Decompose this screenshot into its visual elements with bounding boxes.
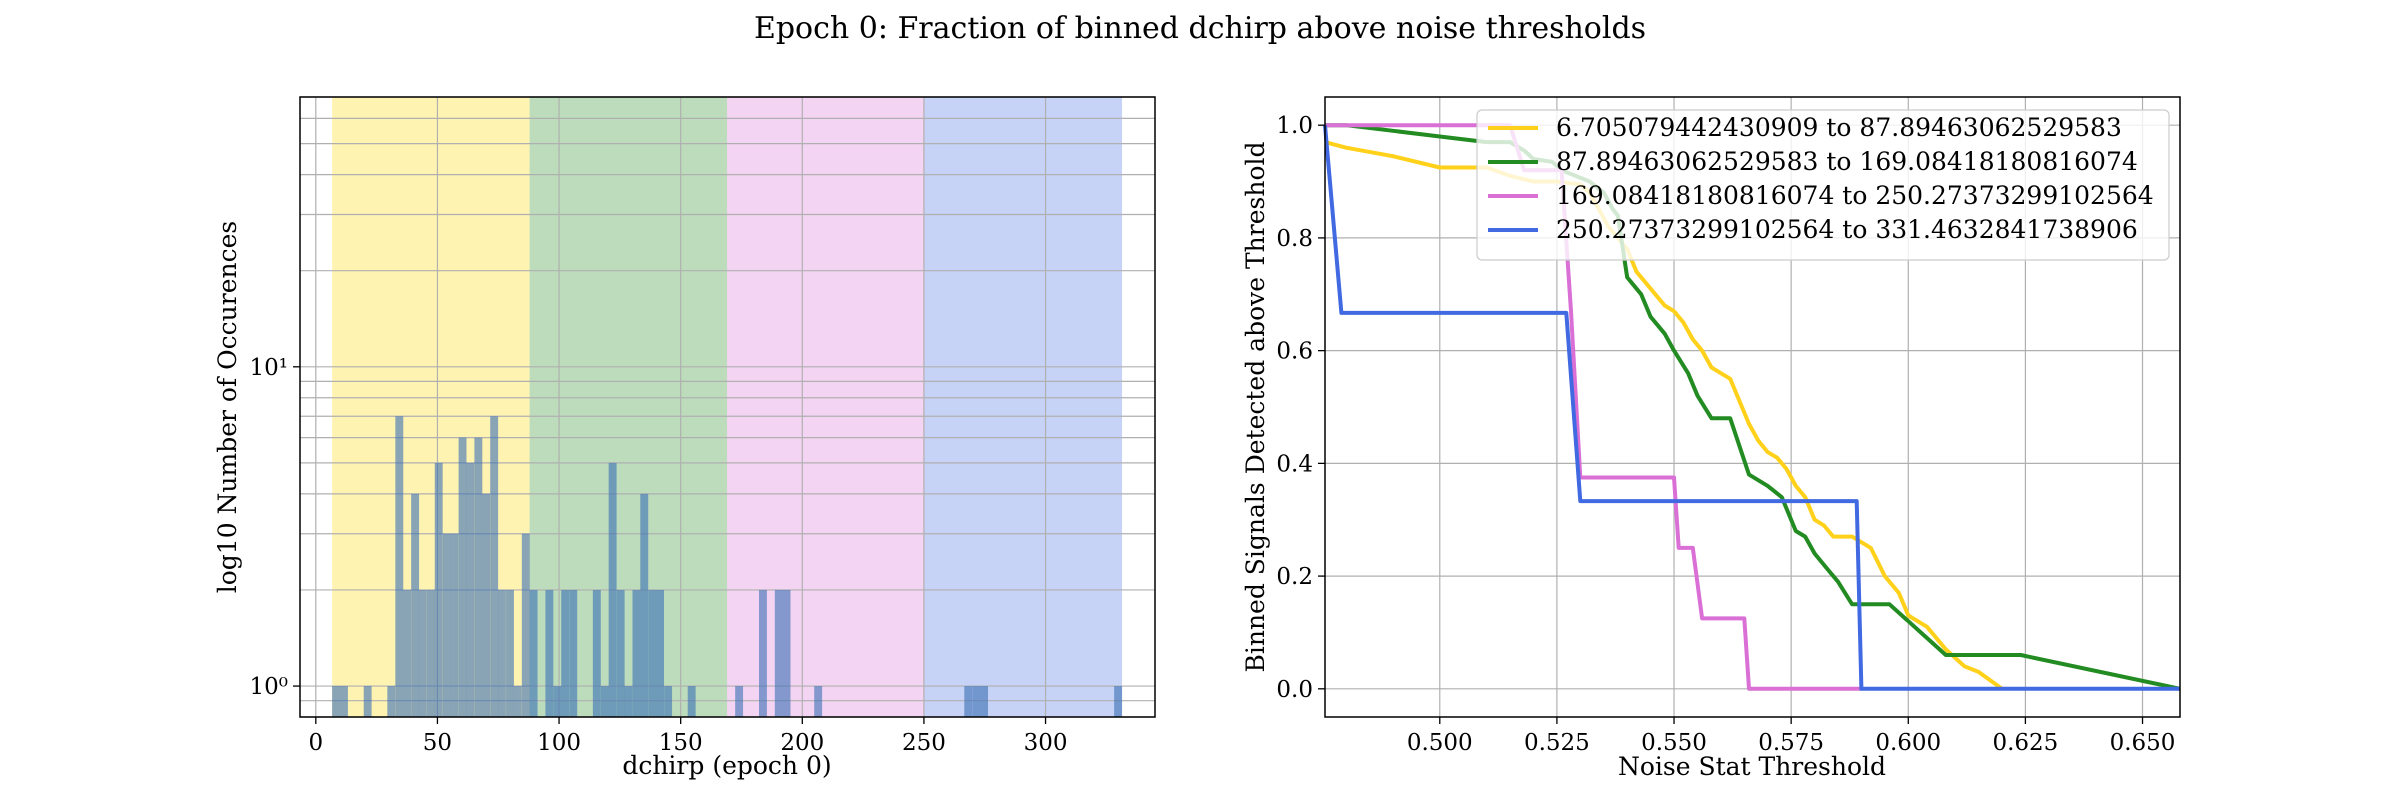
histogram-bar <box>363 686 372 717</box>
histogram-bar <box>450 533 459 717</box>
histogram-x-label: dchirp (epoch 0) <box>622 751 831 780</box>
histogram-bar <box>490 416 499 717</box>
histogram-bar <box>616 589 625 717</box>
legend-label-3: 169.08418180816074 to 250.27373299102564 <box>1556 181 2154 210</box>
histogram-bar <box>442 533 451 717</box>
histogram-bar <box>426 589 435 717</box>
histogram-bar <box>466 462 475 717</box>
line-chart-y-ticks: 0.0 0.2 0.4 0.6 0.8 1.0 <box>1276 113 1325 703</box>
legend: 6.705079442430909 to 87.89463062529583 87… <box>1476 109 2170 261</box>
histogram-bar <box>553 686 562 717</box>
histogram-bar <box>561 589 570 717</box>
histogram-bar <box>814 686 823 717</box>
x-tick-label: 300 <box>1024 730 1068 756</box>
histogram-bar <box>418 589 427 717</box>
histogram-bar <box>395 416 404 717</box>
histogram-bar <box>656 589 665 717</box>
histogram-bar <box>332 686 341 717</box>
histogram-bar <box>506 589 514 717</box>
histogram-frame <box>299 96 1156 718</box>
histogram-bar <box>972 686 981 717</box>
x-tick-label: 150 <box>659 730 703 756</box>
histogram-bar <box>498 589 506 717</box>
x-tick-label: 0.625 <box>1992 730 2058 756</box>
y-tick-label: 0.0 <box>1276 677 1313 703</box>
histogram-bar <box>964 686 973 717</box>
y-tick-label: 10⁰ <box>250 674 289 700</box>
histogram-bar <box>458 437 467 717</box>
histogram-bar <box>735 686 744 717</box>
histogram-bar <box>529 589 538 717</box>
histogram-bar <box>411 493 420 717</box>
line-chart-panel: 0.500 0.525 0.550 0.575 0.600 0.625 0.650 0.00… <box>1241 96 2181 781</box>
line-chart-x-label: Noise Stat Threshold <box>1618 752 1886 781</box>
histogram-bar <box>640 493 649 717</box>
y-tick-label: 10¹ <box>250 355 289 381</box>
histogram-bar <box>482 493 491 717</box>
x-tick-label: 0.650 <box>2110 730 2176 756</box>
histogram-bar <box>387 686 396 717</box>
x-tick-label: 0.600 <box>1875 730 1941 756</box>
range-bands <box>332 97 1123 717</box>
histogram-panel: 0 50 100 150 200 250 300 10⁰ 10¹ dchirp (epoch … <box>213 96 1156 780</box>
y-tick-label: 0.6 <box>1276 339 1313 365</box>
legend-entries: 6.705079442430909 to 87.89463062529583 87… <box>1488 113 2154 244</box>
legend-label-4: 250.27373299102564 to 331.4632841738906 <box>1556 215 2138 244</box>
y-tick-label: 0.8 <box>1276 226 1313 252</box>
line-chart-frame <box>1324 96 2181 718</box>
x-tick-label: 0.550 <box>1641 730 1707 756</box>
histogram-bar <box>687 686 696 717</box>
histogram-bar <box>600 686 609 717</box>
line-chart-y-label: Binned Signals Detected above Threshold <box>1241 141 1270 672</box>
x-tick-label: 250 <box>902 730 946 756</box>
range-band-4 <box>924 97 1123 717</box>
histogram-bar <box>1114 686 1123 717</box>
histogram-bar <box>648 589 657 717</box>
histogram-bar <box>759 589 767 717</box>
histogram-bar <box>664 686 673 717</box>
histogram-bar <box>624 686 633 717</box>
histogram-bar <box>569 589 578 717</box>
histogram-bar <box>592 589 601 717</box>
range-band-3 <box>727 97 925 717</box>
histogram-bar <box>403 589 412 717</box>
x-tick-label: 100 <box>537 730 581 756</box>
histogram-bar <box>632 589 641 717</box>
x-tick-label: 0.525 <box>1524 730 1590 756</box>
histogram-bars <box>332 416 1123 717</box>
x-tick-label: 50 <box>423 730 452 756</box>
y-tick-label: 0.2 <box>1276 564 1313 590</box>
histogram-bar <box>340 686 348 717</box>
x-tick-label: 0.575 <box>1758 730 1824 756</box>
series-line-4 <box>1323 125 2180 691</box>
y-tick-label: 0.4 <box>1276 451 1313 477</box>
x-tick-label: 0.500 <box>1407 730 1473 756</box>
histogram-bar <box>513 686 522 717</box>
histogram-bar <box>608 462 617 717</box>
x-tick-label: 200 <box>780 730 824 756</box>
histogram-bar <box>545 589 554 717</box>
histogram-bar <box>521 533 530 717</box>
line-chart-x-ticks: 0.500 0.525 0.550 0.575 0.600 0.625 0.650 <box>1407 717 2176 756</box>
histogram-bar <box>474 437 483 717</box>
x-tick-label: 0 <box>308 730 323 756</box>
histogram-y-label: log10 Number of Occurences <box>213 221 242 594</box>
legend-label-1: 6.705079442430909 to 87.89463062529583 <box>1556 113 2122 142</box>
histogram-x-ticks: 0 50 100 150 200 250 300 <box>308 717 1067 756</box>
histogram-y-ticks: 10⁰ 10¹ <box>250 355 300 700</box>
figure-title: Epoch 0: Fraction of binned dchirp above… <box>754 11 1646 46</box>
histogram-bar <box>434 462 443 717</box>
histogram-bar <box>782 589 791 717</box>
legend-label-2: 87.89463062529583 to 169.08418180816074 <box>1556 147 2138 176</box>
legend-box <box>1476 109 2170 261</box>
histogram-bar <box>980 686 989 717</box>
y-tick-label: 1.0 <box>1276 113 1313 139</box>
histogram-bar <box>774 589 783 717</box>
